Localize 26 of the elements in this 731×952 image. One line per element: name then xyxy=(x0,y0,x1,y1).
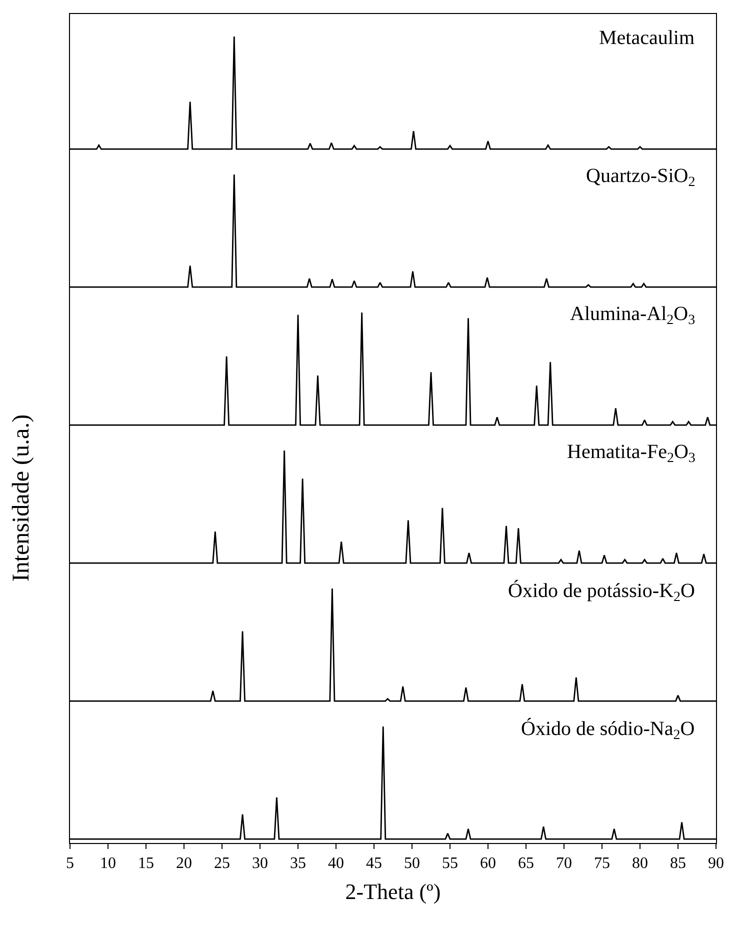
x-tick-label: 80 xyxy=(632,855,648,872)
chart-title: Alumina-Al$_{2}$O$_{3}$ xyxy=(570,303,696,328)
chart-title: Quartzo-SiO$_{2}$ xyxy=(586,165,696,190)
x-tick-label: 5 xyxy=(66,855,74,872)
y-axis-title: Intensidade (u.a.) xyxy=(8,414,36,582)
x-tick-label: 55 xyxy=(442,855,458,872)
x-axis-title: 2-Theta (º) xyxy=(345,879,441,904)
chart-title: Metacaulim xyxy=(599,27,695,49)
x-tick-label: 50 xyxy=(404,855,420,872)
chart-title: Óxido de sódio-Na$_{2}$O xyxy=(521,717,695,744)
chart-title: Óxido de potássio-K$_{2}$O xyxy=(508,579,695,606)
x-tick-label: 70 xyxy=(556,855,572,872)
x-tick-label: 10 xyxy=(100,855,116,872)
x-tick-label: 65 xyxy=(518,855,534,872)
x-tick-label: 25 xyxy=(214,855,230,872)
x-tick-label: 15 xyxy=(138,855,154,872)
x-tick-label: 60 xyxy=(480,855,496,872)
chart-title: Hematita-Fe$_{2}$O$_{3}$ xyxy=(567,441,696,466)
x-tick-label: 45 xyxy=(366,855,382,872)
x-tick-label: 40 xyxy=(328,855,344,872)
x-tick-label: 35 xyxy=(290,855,306,872)
x-tick-label: 20 xyxy=(176,855,192,872)
x-tick-label: 75 xyxy=(594,855,610,872)
x-tick-label: 85 xyxy=(670,855,686,872)
x-tick-label: 30 xyxy=(252,855,268,872)
x-tick-label: 90 xyxy=(708,855,724,872)
